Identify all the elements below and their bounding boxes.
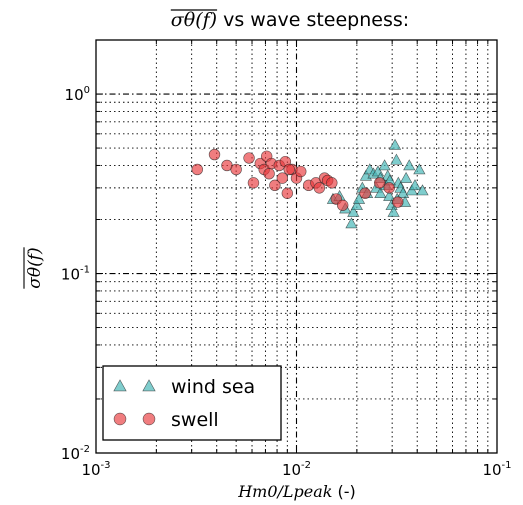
wind-sea-point [408, 179, 422, 191]
legend-marker [113, 379, 127, 392]
swell-point [383, 182, 395, 194]
chart-title: σθ(f) vs wave steepness: [171, 9, 409, 31]
y-axis-label-group: σθ(f) [25, 247, 45, 288]
swell-point [208, 148, 221, 161]
legend-entry-swell: swell [113, 409, 219, 431]
legend: wind sea swell [102, 365, 282, 441]
grid [96, 40, 497, 453]
x-tick-label: 10-3 [81, 460, 110, 479]
y-axis-label: σθ(f) [25, 247, 45, 288]
series-wind-sea [326, 138, 429, 229]
wind-sea-point [352, 192, 366, 204]
swell-point [269, 179, 281, 192]
wind-sea-point [388, 138, 402, 150]
x-label-unit: (-) [332, 482, 355, 501]
swell-point [276, 172, 289, 184]
wind-sea-point [387, 205, 400, 217]
legend-label: wind sea [171, 376, 255, 398]
wind-sea-point [413, 163, 426, 175]
swell-point [295, 165, 307, 178]
x-tick-label: 10-2 [282, 460, 311, 479]
wind-sea-point [345, 217, 358, 229]
wind-sea-point [399, 171, 413, 183]
wind-sea-point [374, 187, 387, 199]
title-text: vs wave steepness: [217, 9, 409, 31]
y-tick-label: 100 [65, 85, 90, 104]
swell-point [247, 177, 260, 189]
legend-box [102, 365, 282, 441]
series-swell [191, 148, 404, 211]
swell-point [359, 187, 371, 199]
wind-sea-point [390, 153, 403, 165]
legend-label: swell [171, 409, 219, 431]
legend-marker [142, 412, 156, 426]
title-math: σθ(f) [171, 9, 217, 31]
x-tick-label: 10-1 [482, 460, 511, 479]
x-axis-label: Hm0/Lpeak (-) [237, 482, 356, 501]
swell-point [283, 163, 295, 176]
wind-sea-point [416, 184, 429, 196]
legend-marker [113, 412, 127, 426]
swell-point [337, 199, 349, 211]
swell-point [281, 187, 294, 199]
swell-point [313, 182, 326, 194]
wind-sea-point [347, 205, 360, 217]
swell-point [230, 163, 242, 176]
x-label-math: Hm0/Lpeak [237, 482, 332, 501]
y-tick-label: 10-1 [61, 265, 90, 284]
legend-entry-wind-sea: wind sea [113, 376, 255, 398]
wind-sea-point [378, 159, 391, 171]
swell-point [263, 167, 275, 180]
y-tick-label: 10-2 [61, 444, 90, 463]
wind-sea-point [350, 199, 363, 211]
swell-point [392, 196, 404, 208]
wind-sea-point [383, 189, 396, 201]
swell-point [326, 177, 338, 189]
swell-point [243, 152, 255, 164]
wind-sea-point [403, 159, 416, 171]
swell-point [191, 163, 203, 176]
swell-point [374, 177, 386, 189]
data-points [191, 138, 429, 229]
legend-marker [142, 379, 156, 392]
